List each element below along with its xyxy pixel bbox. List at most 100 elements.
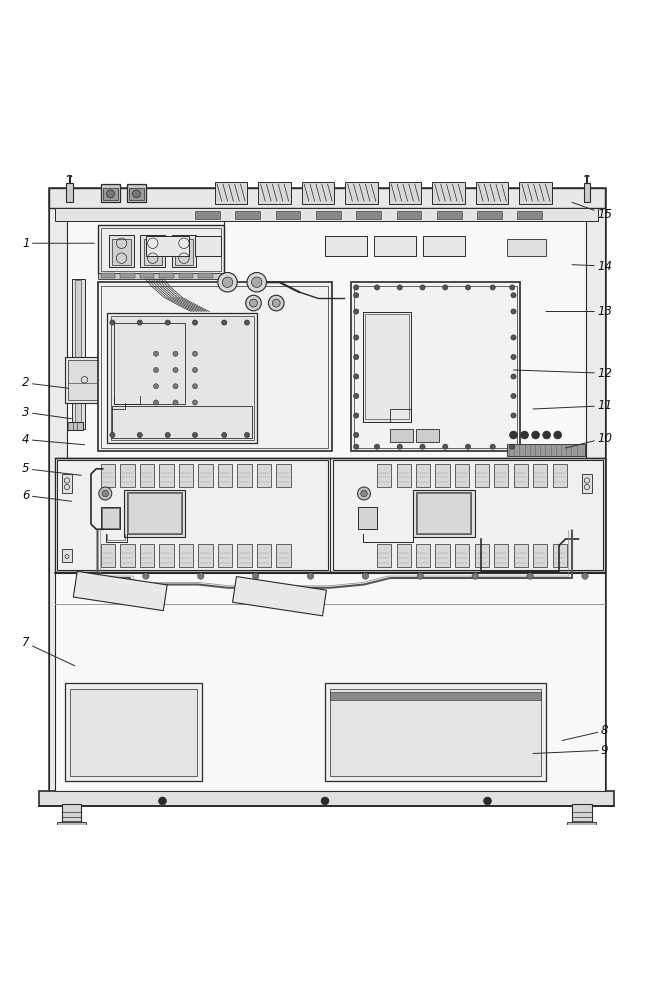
Circle shape <box>252 277 262 287</box>
Circle shape <box>137 432 142 438</box>
Bar <box>237 464 252 487</box>
Bar <box>333 460 603 570</box>
Text: 4: 4 <box>22 433 84 446</box>
Polygon shape <box>233 577 326 616</box>
Bar <box>494 544 508 567</box>
Circle shape <box>354 309 359 314</box>
Bar <box>68 360 101 400</box>
Bar <box>474 464 489 487</box>
Bar <box>354 286 517 448</box>
Bar <box>107 313 257 443</box>
Bar <box>517 211 542 219</box>
Circle shape <box>153 367 159 373</box>
Bar <box>533 544 547 567</box>
Circle shape <box>354 285 359 290</box>
Bar <box>140 544 154 567</box>
Bar <box>417 493 470 533</box>
Circle shape <box>192 400 198 405</box>
Bar <box>218 464 232 487</box>
Bar <box>124 490 185 537</box>
Circle shape <box>244 432 250 438</box>
Circle shape <box>192 384 198 389</box>
Circle shape <box>354 432 359 438</box>
Circle shape <box>361 490 367 497</box>
Text: 5: 5 <box>22 462 81 475</box>
Bar <box>396 464 411 487</box>
Circle shape <box>173 351 178 356</box>
Circle shape <box>582 573 588 579</box>
Circle shape <box>173 400 178 405</box>
Bar <box>567 822 596 825</box>
Bar <box>101 506 120 529</box>
Bar <box>128 493 181 533</box>
Circle shape <box>110 320 115 325</box>
Circle shape <box>362 573 369 579</box>
Bar <box>552 544 567 567</box>
Circle shape <box>510 444 515 449</box>
Bar <box>120 464 135 487</box>
Bar <box>103 188 118 200</box>
Circle shape <box>511 309 516 314</box>
Bar <box>586 188 605 796</box>
Bar <box>413 490 474 537</box>
Bar <box>140 464 154 487</box>
Text: 12: 12 <box>514 367 612 380</box>
Bar <box>179 273 193 278</box>
Bar <box>55 193 598 791</box>
Bar <box>507 239 546 256</box>
Text: 11: 11 <box>533 399 612 412</box>
Bar <box>140 273 154 278</box>
Circle shape <box>490 444 495 449</box>
Bar <box>67 422 83 430</box>
Bar <box>582 474 592 493</box>
Circle shape <box>521 431 528 439</box>
Bar <box>98 272 224 279</box>
Bar <box>127 184 146 202</box>
Bar <box>416 544 430 567</box>
Bar <box>416 428 439 442</box>
Circle shape <box>153 351 159 356</box>
Circle shape <box>374 285 380 290</box>
Circle shape <box>472 573 478 579</box>
Bar <box>112 239 131 265</box>
Bar <box>276 211 300 219</box>
Circle shape <box>110 432 115 438</box>
Bar <box>455 464 469 487</box>
Bar <box>144 239 162 265</box>
Circle shape <box>153 384 159 389</box>
Circle shape <box>532 431 539 439</box>
Polygon shape <box>73 571 167 611</box>
Bar <box>98 282 332 451</box>
Bar <box>159 544 174 567</box>
Bar <box>159 273 174 278</box>
Circle shape <box>417 573 424 579</box>
Bar <box>102 508 119 528</box>
Circle shape <box>543 431 551 439</box>
Bar <box>111 316 254 440</box>
Circle shape <box>99 487 112 500</box>
Text: 3: 3 <box>22 406 72 419</box>
Circle shape <box>222 277 233 287</box>
Bar <box>175 239 193 265</box>
Circle shape <box>198 573 204 579</box>
Circle shape <box>420 285 425 290</box>
Text: 1: 1 <box>22 237 94 250</box>
Bar <box>377 544 391 567</box>
Circle shape <box>321 797 329 805</box>
Circle shape <box>268 295 284 311</box>
Text: 7: 7 <box>22 636 75 666</box>
Circle shape <box>192 432 198 438</box>
Bar <box>390 428 413 442</box>
Bar <box>55 458 604 571</box>
Circle shape <box>354 413 359 418</box>
Circle shape <box>511 293 516 298</box>
Bar <box>179 464 193 487</box>
Bar <box>345 182 378 204</box>
Circle shape <box>88 573 94 579</box>
Circle shape <box>137 320 142 325</box>
Circle shape <box>511 413 516 418</box>
Bar <box>374 236 416 256</box>
Circle shape <box>307 573 314 579</box>
Circle shape <box>510 431 517 439</box>
Circle shape <box>159 797 166 805</box>
